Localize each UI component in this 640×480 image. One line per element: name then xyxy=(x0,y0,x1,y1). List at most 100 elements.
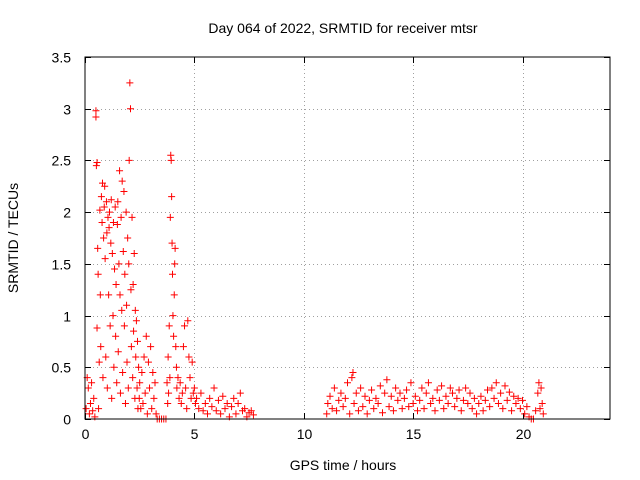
data-point xyxy=(350,399,358,407)
data-point xyxy=(100,234,108,242)
x-tick-label: 0 xyxy=(82,426,90,442)
data-point xyxy=(172,343,180,351)
data-point xyxy=(186,374,194,382)
data-point xyxy=(131,306,139,314)
data-point xyxy=(379,409,386,417)
data-point xyxy=(174,374,182,382)
data-point xyxy=(175,394,183,402)
x-tick-label: 10 xyxy=(297,426,313,442)
data-point xyxy=(234,399,242,407)
data-point xyxy=(539,410,547,418)
data-point xyxy=(106,322,114,330)
data-point xyxy=(365,396,373,404)
data-point xyxy=(139,399,147,407)
data-point xyxy=(165,389,173,397)
data-point xyxy=(102,353,110,361)
data-point xyxy=(357,384,365,392)
data-point xyxy=(108,394,116,402)
data-point xyxy=(144,358,152,366)
data-point xyxy=(210,384,218,392)
data-point xyxy=(108,250,116,258)
data-point xyxy=(424,379,432,387)
data-point xyxy=(118,177,126,185)
data-point xyxy=(132,353,140,361)
x-tick-label: 20 xyxy=(516,426,532,442)
data-point xyxy=(165,322,173,330)
data-point xyxy=(512,399,520,407)
data-point xyxy=(112,281,120,289)
data-point xyxy=(440,405,448,413)
data-point xyxy=(372,394,380,402)
data-point xyxy=(163,379,171,387)
data-point xyxy=(427,399,435,407)
data-point xyxy=(396,389,404,397)
data-point xyxy=(324,399,332,407)
data-point xyxy=(130,327,138,335)
data-point xyxy=(93,158,101,166)
data-point xyxy=(383,376,391,384)
data-point xyxy=(132,317,140,325)
data-point xyxy=(103,229,111,237)
data-point xyxy=(101,182,109,190)
data-point xyxy=(100,203,108,211)
data-point xyxy=(90,394,98,402)
x-tick-label: 5 xyxy=(191,426,199,442)
data-point xyxy=(348,374,356,382)
data-point xyxy=(102,198,110,206)
data-point xyxy=(149,368,157,376)
data-point xyxy=(232,410,240,418)
data-point xyxy=(455,386,463,394)
grid xyxy=(85,57,610,419)
data-point xyxy=(116,167,124,175)
data-point xyxy=(129,374,137,382)
data-point xyxy=(195,405,203,413)
data-point xyxy=(344,379,351,387)
data-point xyxy=(101,255,109,263)
data-point xyxy=(212,407,220,415)
data-point xyxy=(189,389,197,397)
data-point xyxy=(125,156,133,164)
data-point xyxy=(486,403,494,411)
data-point xyxy=(508,407,516,415)
data-point xyxy=(354,407,362,415)
data-point xyxy=(126,79,134,87)
data-point xyxy=(368,386,376,394)
data-point xyxy=(206,394,214,402)
data-point xyxy=(431,407,439,415)
data-point xyxy=(92,113,100,121)
data-point xyxy=(171,260,179,268)
data-point xyxy=(398,405,406,413)
data-point xyxy=(247,407,255,415)
data-point xyxy=(164,399,172,407)
data-point xyxy=(169,312,177,320)
data-point xyxy=(121,270,129,278)
axis-ticks: 0 5 10 15 20 0 0.5 1 1.5 2 2.5 3 3.5 xyxy=(52,50,610,442)
data-point xyxy=(414,407,421,415)
data-point xyxy=(129,281,137,289)
data-point xyxy=(197,389,205,397)
data-point xyxy=(370,405,378,413)
data-point xyxy=(230,394,238,402)
data-point xyxy=(92,162,100,170)
data-point xyxy=(228,403,236,411)
data-point xyxy=(449,389,456,397)
data-point xyxy=(110,363,118,371)
data-point xyxy=(140,353,148,361)
data-point xyxy=(185,353,193,361)
data-point xyxy=(164,353,172,361)
data-point xyxy=(459,396,467,404)
data-point xyxy=(411,392,419,400)
data-point xyxy=(532,407,540,415)
data-point xyxy=(135,394,143,402)
data-point xyxy=(346,410,354,418)
data-point xyxy=(521,410,529,418)
data-point xyxy=(473,410,481,418)
data-point xyxy=(168,193,176,201)
data-point xyxy=(146,384,154,392)
data-point xyxy=(167,156,175,164)
data-point xyxy=(359,403,367,411)
data-point xyxy=(349,368,357,376)
data-point xyxy=(352,389,360,397)
y-tick-label: 2 xyxy=(63,205,71,221)
